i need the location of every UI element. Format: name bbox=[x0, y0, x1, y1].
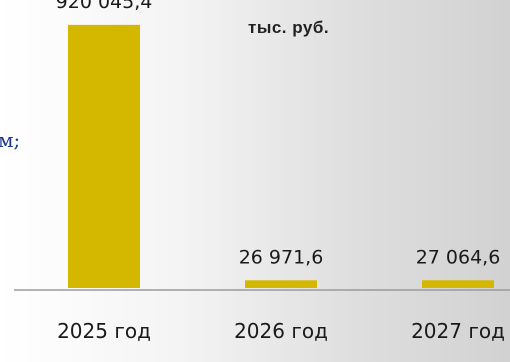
bars-group bbox=[68, 24, 494, 289]
cropped-text-fragment: м; bbox=[0, 128, 21, 152]
category-label-2: 2027 год bbox=[411, 319, 505, 343]
bar-1 bbox=[245, 280, 317, 288]
data-label-1: 26 971,6 bbox=[239, 246, 324, 268]
units-label: тыс. руб. bbox=[248, 18, 330, 37]
data-label-0: 920 045,4 bbox=[56, 0, 153, 13]
bar-2 bbox=[422, 280, 494, 288]
category-labels-group: 2025 год 2026 год 2027 год bbox=[57, 319, 505, 343]
category-label-1: 2026 год bbox=[234, 319, 328, 343]
bar-0 bbox=[68, 24, 140, 289]
category-label-0: 2025 год bbox=[57, 319, 151, 343]
data-label-2: 27 064,6 bbox=[416, 246, 501, 268]
data-labels-group: 920 045,4 26 971,6 27 064,6 bbox=[56, 0, 501, 268]
